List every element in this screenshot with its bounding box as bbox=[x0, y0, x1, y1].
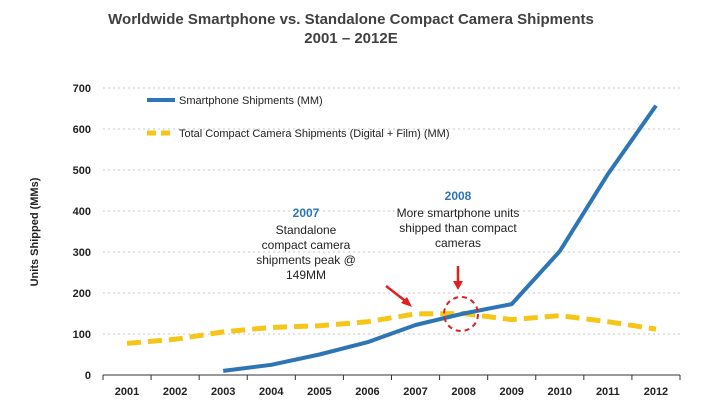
grid bbox=[103, 87, 680, 335]
annotation-2008: 2008 More smartphone units shipped than … bbox=[397, 189, 520, 332]
legend-label-camera: Total Compact Camera Shipments (Digital … bbox=[179, 128, 449, 140]
y-tick-label: 600 bbox=[73, 124, 91, 136]
y-axis-label: Units Shipped (MMs) bbox=[29, 177, 41, 286]
annotation-2008-line-2: shipped than compact bbox=[399, 221, 517, 235]
y-tick-label: 200 bbox=[73, 288, 91, 300]
x-tick-label: 2009 bbox=[499, 386, 523, 398]
x-tick-label: 2011 bbox=[596, 386, 620, 398]
x-tick-label: 2007 bbox=[403, 386, 427, 398]
annotation-2007-line-1: Standalone bbox=[276, 223, 337, 237]
annotation-2007-line-2: compact camera bbox=[262, 238, 351, 252]
x-tick-label: 2010 bbox=[548, 386, 572, 398]
annotation-2008-circle bbox=[443, 296, 479, 332]
annotation-2008-line-1: More smartphone units bbox=[397, 206, 520, 220]
annotation-2008-arrowhead-icon bbox=[453, 281, 463, 290]
chart-subtitle: 2001 – 2012E bbox=[304, 30, 397, 47]
annotation-2007: 2007 Standalone compact camera shipments… bbox=[256, 206, 412, 307]
annotation-2007-year: 2007 bbox=[293, 206, 320, 220]
series-line-camera bbox=[126, 311, 657, 346]
x-tick-label: 2012 bbox=[644, 386, 668, 398]
series-line-smartphone bbox=[222, 104, 658, 373]
y-axis: 0 100 200 300 400 500 600 700 bbox=[73, 83, 91, 382]
x-tick-label: 2003 bbox=[211, 386, 235, 398]
annotation-2008-year: 2008 bbox=[445, 189, 472, 203]
y-tick-label: 300 bbox=[73, 247, 91, 259]
series-group bbox=[126, 104, 658, 373]
y-tick-label: 100 bbox=[73, 329, 91, 341]
x-tick-label: 2006 bbox=[355, 386, 379, 398]
annotation-2007-line-4: 149MM bbox=[286, 268, 326, 282]
y-tick-label: 500 bbox=[73, 165, 91, 177]
y-tick-label: 400 bbox=[73, 206, 91, 218]
legend-label-smartphone: Smartphone Shipments (MM) bbox=[179, 95, 323, 107]
x-tick-label: 2001 bbox=[115, 386, 139, 398]
x-tick-label: 2005 bbox=[307, 386, 331, 398]
annotation-2007-arrowhead-icon bbox=[401, 297, 412, 307]
y-tick-label: 700 bbox=[73, 83, 91, 95]
x-tick-label: 2008 bbox=[451, 386, 475, 398]
x-tick-label: 2002 bbox=[163, 386, 187, 398]
legend: Smartphone Shipments (MM) Total Compact … bbox=[147, 95, 449, 140]
y-tick-label: 0 bbox=[85, 370, 91, 382]
chart-title: Worldwide Smartphone vs. Standalone Comp… bbox=[108, 11, 594, 28]
x-tick-label: 2004 bbox=[259, 386, 284, 398]
x-axis: 2001 2002 2003 2004 2005 2006 2007 2008 2009 2010… bbox=[102, 374, 681, 398]
annotation-2007-line-3: shipments peak @ bbox=[256, 253, 356, 267]
annotation-2008-line-3: cameras bbox=[435, 236, 481, 250]
